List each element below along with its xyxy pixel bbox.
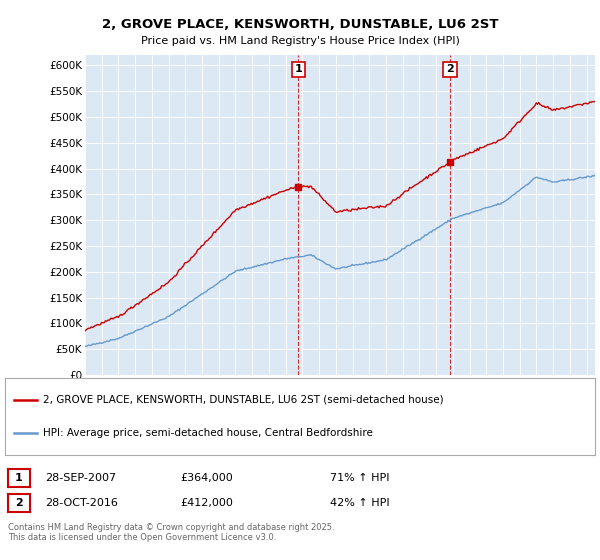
Text: HPI: Average price, semi-detached house, Central Bedfordshire: HPI: Average price, semi-detached house,… xyxy=(43,428,373,438)
Text: 1: 1 xyxy=(15,473,23,483)
Text: £364,000: £364,000 xyxy=(180,473,233,483)
Text: 2, GROVE PLACE, KENSWORTH, DUNSTABLE, LU6 2ST (semi-detached house): 2, GROVE PLACE, KENSWORTH, DUNSTABLE, LU… xyxy=(43,395,444,404)
Text: 42% ↑ HPI: 42% ↑ HPI xyxy=(330,498,389,508)
Text: Contains HM Land Registry data © Crown copyright and database right 2025.
This d: Contains HM Land Registry data © Crown c… xyxy=(8,522,335,542)
Text: 2: 2 xyxy=(15,498,23,508)
Text: Price paid vs. HM Land Registry's House Price Index (HPI): Price paid vs. HM Land Registry's House … xyxy=(140,36,460,46)
Text: 28-OCT-2016: 28-OCT-2016 xyxy=(45,498,118,508)
Text: £412,000: £412,000 xyxy=(180,498,233,508)
Text: 28-SEP-2007: 28-SEP-2007 xyxy=(45,473,116,483)
Text: 2, GROVE PLACE, KENSWORTH, DUNSTABLE, LU6 2ST: 2, GROVE PLACE, KENSWORTH, DUNSTABLE, LU… xyxy=(102,18,498,31)
Text: 2: 2 xyxy=(446,64,454,74)
Text: 1: 1 xyxy=(295,64,302,74)
Text: 71% ↑ HPI: 71% ↑ HPI xyxy=(330,473,389,483)
